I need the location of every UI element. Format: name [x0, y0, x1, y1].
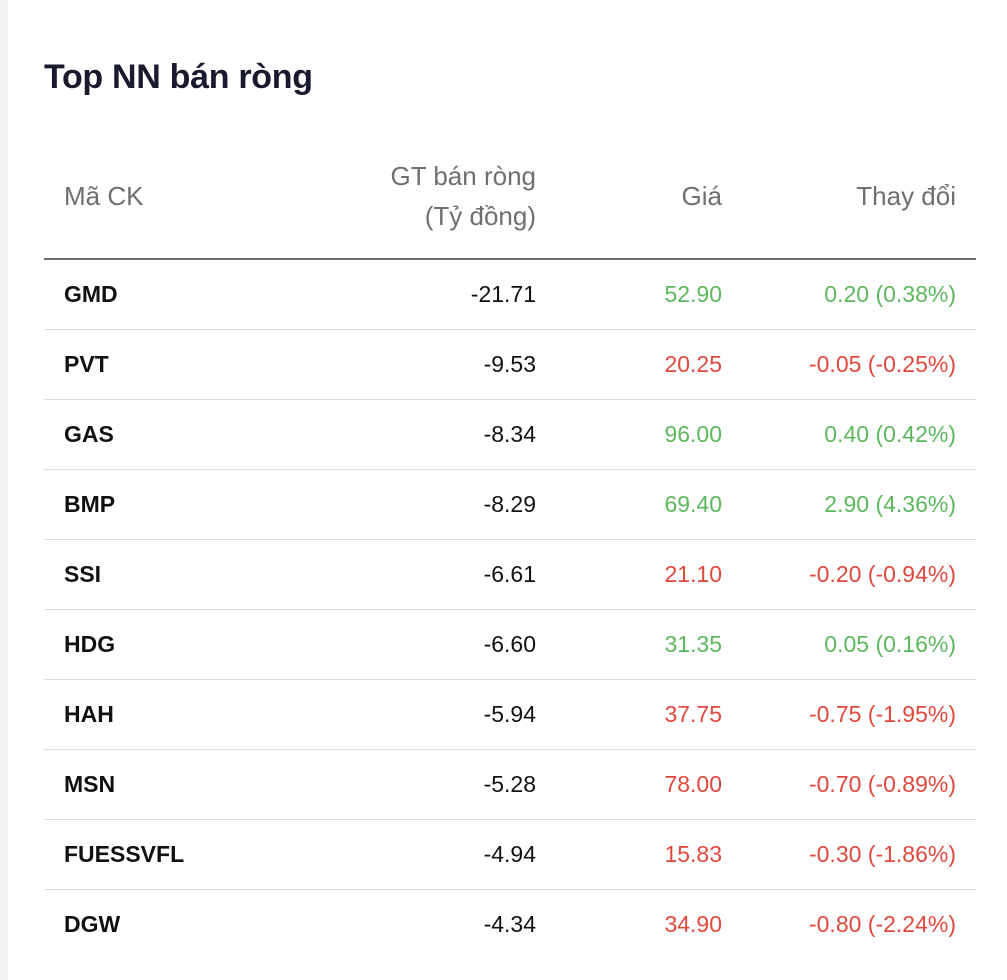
net-sell-value: -5.94 [483, 701, 536, 727]
change: -0.70 (-0.89%) [808, 771, 956, 797]
table-body: GMD -21.71 52.90 0.20 (0.38%) PVT -9.53 … [44, 260, 976, 959]
stock-code[interactable]: HAH [64, 701, 114, 727]
price: 69.40 [664, 491, 722, 517]
price: 21.10 [664, 561, 722, 587]
change: 0.20 (0.38%) [824, 281, 956, 307]
net-sell-value: -6.60 [483, 631, 536, 657]
table-row[interactable]: HDG -6.60 31.35 0.05 (0.16%) [44, 610, 976, 680]
price: 31.35 [664, 631, 722, 657]
price: 15.83 [664, 841, 722, 867]
price: 96.00 [664, 421, 722, 447]
price: 52.90 [664, 281, 722, 307]
table-row[interactable]: FUESSVFL -4.94 15.83 -0.30 (-1.86%) [44, 820, 976, 890]
table-row[interactable]: HAH -5.94 37.75 -0.75 (-1.95%) [44, 680, 976, 750]
net-sell-value: -9.53 [483, 351, 536, 377]
column-header-net-sell-value-line2: (Tỷ đồng) [424, 201, 536, 231]
stock-code[interactable]: BMP [64, 491, 116, 517]
net-sell-value: -21.71 [470, 281, 536, 307]
net-sell-value: -4.34 [483, 911, 536, 937]
column-header-net-sell-value: GT bán ròng (Tỷ đồng) [390, 156, 536, 236]
price: 78.00 [664, 771, 722, 797]
stock-code[interactable]: FUESSVFL [64, 841, 185, 867]
table-row[interactable]: DGW -4.34 34.90 -0.80 (-2.24%) [44, 890, 976, 959]
net-sell-value: -8.34 [483, 421, 536, 447]
change: -0.75 (-1.95%) [808, 701, 956, 727]
change: 0.05 (0.16%) [824, 631, 956, 657]
net-sell-value: -4.94 [483, 841, 536, 867]
column-header-price: Giá [681, 181, 722, 211]
table-row[interactable]: BMP -8.29 69.40 2.90 (4.36%) [44, 470, 976, 540]
table-row[interactable]: PVT -9.53 20.25 -0.05 (-0.25%) [44, 330, 976, 400]
price: 20.25 [664, 351, 722, 377]
stock-code[interactable]: SSI [64, 561, 102, 587]
left-edge-strip [0, 0, 8, 980]
stock-code[interactable]: GMD [64, 281, 118, 307]
change: -0.20 (-0.94%) [808, 561, 956, 587]
stock-code[interactable]: DGW [64, 911, 121, 937]
table-header: Mã CK GT bán ròng (Tỷ đồng) Giá Thay đổi [44, 140, 976, 260]
table-row[interactable]: GAS -8.34 96.00 0.40 (0.42%) [44, 400, 976, 470]
price: 37.75 [664, 701, 722, 727]
table-row[interactable]: MSN -5.28 78.00 -0.70 (-0.89%) [44, 750, 976, 820]
column-header-net-sell-value-line1: GT bán ròng [390, 161, 536, 191]
net-sell-value: -5.28 [483, 771, 536, 797]
stock-code[interactable]: GAS [64, 421, 114, 447]
net-sell-value: -8.29 [483, 491, 536, 517]
column-header-code: Mã CK [64, 181, 144, 211]
stock-code[interactable]: HDG [64, 631, 116, 657]
net-sell-value: -6.61 [483, 561, 536, 587]
price: 34.90 [664, 911, 722, 937]
change: 2.90 (4.36%) [824, 491, 956, 517]
table-row[interactable]: GMD -21.71 52.90 0.20 (0.38%) [44, 260, 976, 330]
change: -0.80 (-2.24%) [808, 911, 956, 937]
change: 0.40 (0.42%) [824, 421, 956, 447]
column-header-change: Thay đổi [856, 181, 956, 211]
table-row[interactable]: SSI -6.61 21.10 -0.20 (-0.94%) [44, 540, 976, 610]
change: -0.30 (-1.86%) [808, 841, 956, 867]
change: -0.05 (-0.25%) [808, 351, 956, 377]
stock-code[interactable]: MSN [64, 771, 116, 797]
stock-code[interactable]: PVT [64, 351, 109, 377]
net-sell-table: Mã CK GT bán ròng (Tỷ đồng) Giá Thay đổi… [44, 140, 976, 959]
panel-title: Top NN bán ròng [44, 58, 313, 96]
